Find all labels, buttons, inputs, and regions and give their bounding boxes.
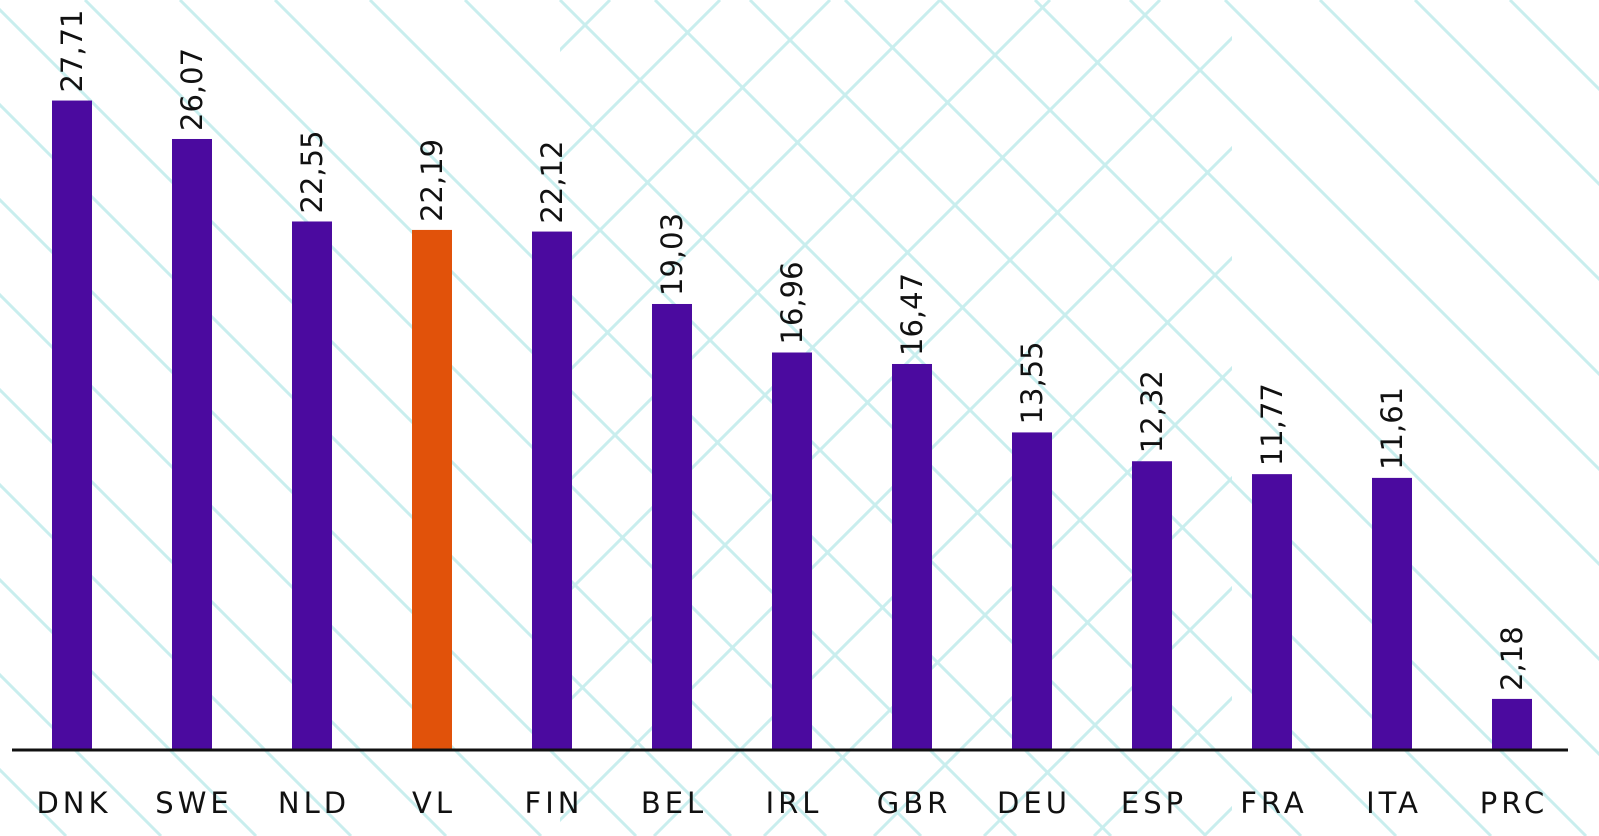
hatch-line xyxy=(0,292,543,836)
hatch-line xyxy=(0,102,733,836)
x-tick-label: NLD xyxy=(278,786,350,820)
value-label: 22,12 xyxy=(535,141,569,224)
value-label: 11,77 xyxy=(1255,383,1289,466)
x-tick-label: IRL xyxy=(766,786,823,820)
value-label: 26,07 xyxy=(175,48,209,131)
x-tick-label: DEU xyxy=(997,786,1071,820)
hatch-line xyxy=(463,0,1303,836)
x-tick-label: FIN xyxy=(525,786,584,820)
bar xyxy=(1252,474,1292,750)
x-tick-label: VL xyxy=(412,786,456,820)
hatch-line xyxy=(1318,0,1599,282)
value-label: 11,61 xyxy=(1375,387,1409,470)
value-label: 13,55 xyxy=(1015,341,1049,424)
hatch-line xyxy=(273,0,1113,836)
bar xyxy=(1372,477,1412,750)
hatch-line xyxy=(560,35,1232,713)
hatch-line xyxy=(938,0,1599,662)
bar xyxy=(532,231,572,750)
bar xyxy=(172,138,212,750)
x-tick-label: FRA xyxy=(1240,786,1308,820)
hatch-line xyxy=(560,0,1162,603)
bar xyxy=(772,352,812,750)
value-label: 22,19 xyxy=(415,139,449,222)
hatch-line xyxy=(762,365,1232,836)
hatch-line xyxy=(843,0,1599,757)
hatch-line xyxy=(0,197,638,836)
value-label: 22,55 xyxy=(295,130,329,213)
x-tick-label: GBR xyxy=(877,786,952,820)
value-label: 2,18 xyxy=(1495,626,1529,691)
value-label: 16,96 xyxy=(775,261,809,344)
bar xyxy=(892,363,932,750)
bar xyxy=(1012,432,1052,750)
value-label: 19,03 xyxy=(655,213,689,296)
value-label: 27,71 xyxy=(55,10,89,93)
x-tick-label: BEL xyxy=(641,786,707,820)
value-label: 16,47 xyxy=(895,273,929,356)
hatch-line xyxy=(872,475,1232,836)
plot: 27,71 DNK 26,07 SWE 22,55 NLD 22,19 VL 22,12 FIN 1… xyxy=(12,10,1568,820)
value-label: 12,32 xyxy=(1135,370,1169,453)
x-tick-label: ITA xyxy=(1366,786,1422,820)
x-tick-label: DNK xyxy=(36,786,111,820)
bar xyxy=(52,100,92,750)
bar xyxy=(1132,461,1172,750)
hatch-line xyxy=(178,0,1018,836)
hatch-line xyxy=(560,0,1052,493)
bar xyxy=(652,303,692,750)
hatch-line xyxy=(982,585,1232,836)
x-tick-label: ESP xyxy=(1121,786,1187,820)
bar xyxy=(1492,698,1532,750)
hatch-line xyxy=(560,0,942,383)
x-tick-label: PRC xyxy=(1480,786,1548,820)
hatch-line xyxy=(1223,0,1599,377)
hatch-line xyxy=(560,0,832,273)
hatch-line xyxy=(560,0,722,163)
hatch-line xyxy=(0,672,163,836)
hatch-line xyxy=(1128,0,1599,472)
hatch-line xyxy=(748,0,1588,836)
bar xyxy=(292,221,332,750)
bar xyxy=(412,229,452,750)
hatch-line xyxy=(0,577,258,836)
hatch-line xyxy=(1033,0,1599,567)
hatch-line xyxy=(1413,0,1599,187)
x-tick-label: SWE xyxy=(155,786,232,820)
